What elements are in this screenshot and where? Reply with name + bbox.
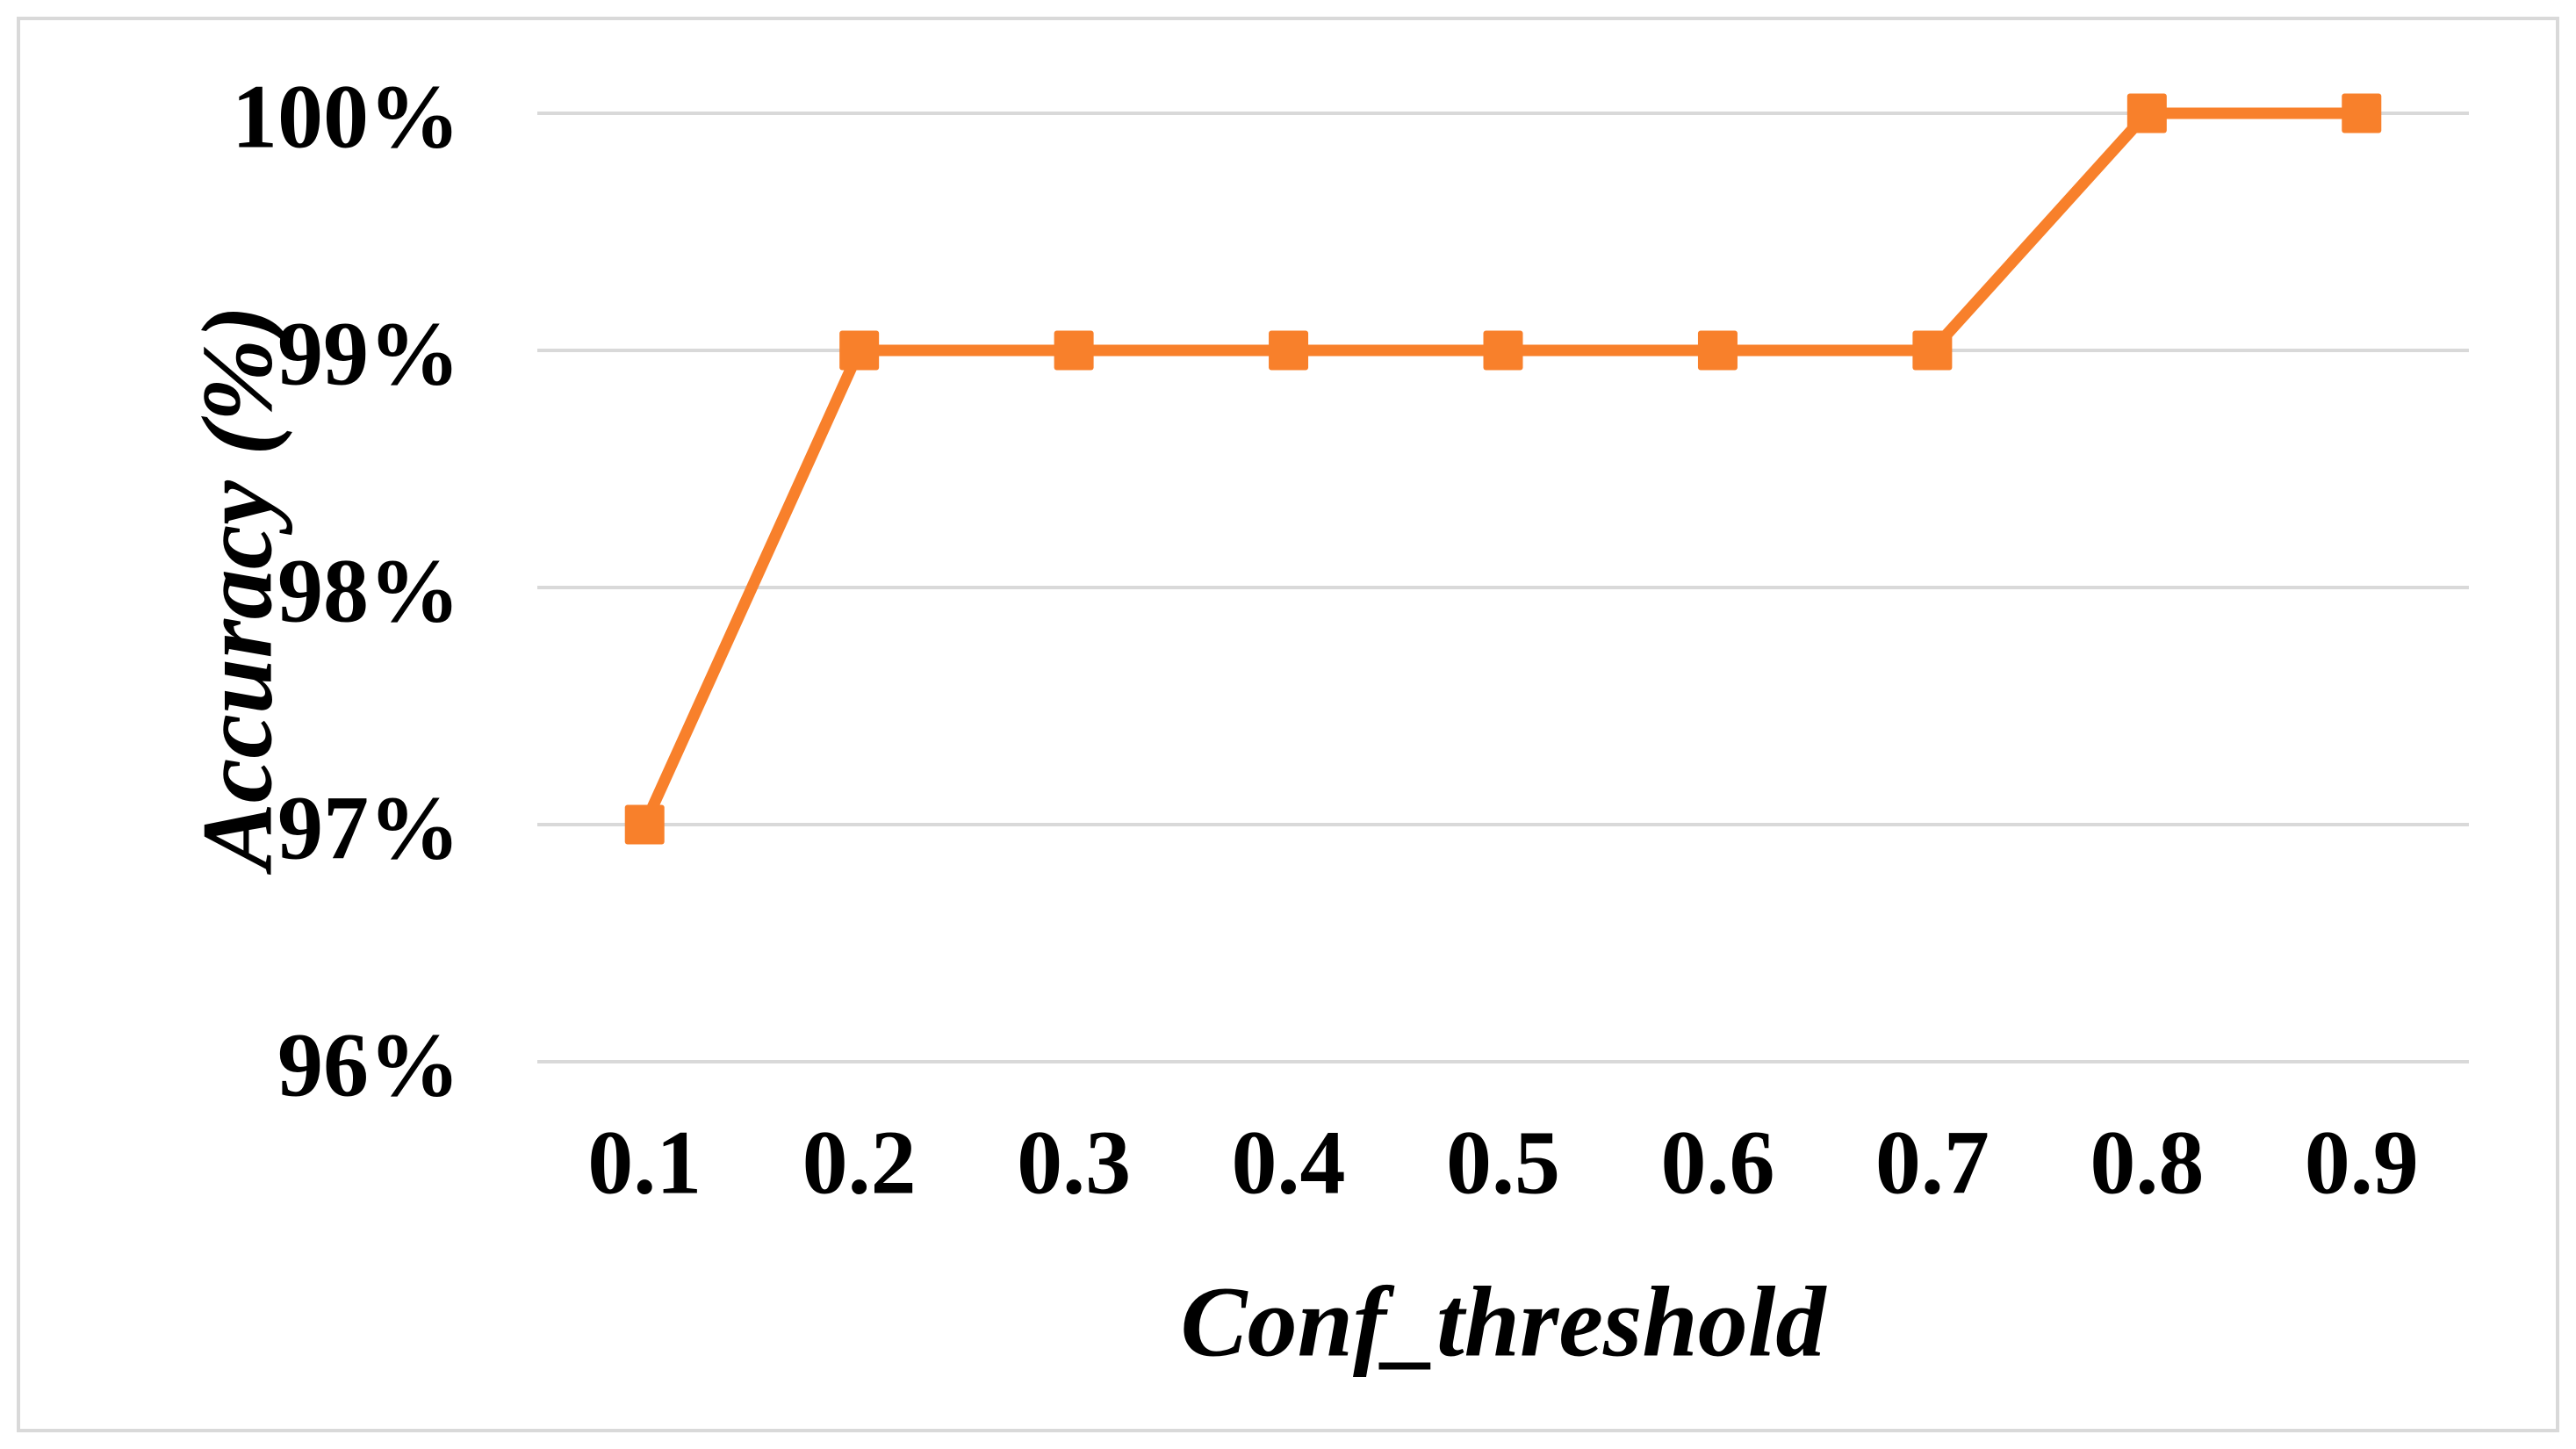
x-tick-label: 0.4 (1232, 1113, 1346, 1214)
data-point-marker (1054, 330, 1094, 371)
data-point-marker (1483, 330, 1523, 371)
data-point-marker (1912, 330, 1953, 371)
y-tick-label: 98% (277, 541, 460, 642)
x-axis-title: Conf_threshold (1181, 1266, 1828, 1378)
gridlines-group (537, 112, 2469, 1063)
x-tick-labels: 0.1 0.2 0.3 0.4 0.5 0.6 0.7 0.8 0.9 (587, 1113, 2419, 1214)
x-tick-label: 0.8 (2090, 1113, 2204, 1214)
data-point-marker (2126, 93, 2167, 133)
chart-frame-border (17, 17, 2559, 1432)
x-tick-label: 0.3 (1017, 1113, 1131, 1214)
y-tick-label: 100% (232, 67, 460, 168)
data-point-marker (839, 330, 880, 371)
y-tick-labels: 96% 97% 98% 99% 100% (232, 67, 460, 1116)
y-axis-title: Accuracy (%) (182, 306, 293, 876)
series-group (624, 93, 2382, 845)
data-point-marker (1697, 330, 1738, 371)
data-point-marker (1269, 330, 1309, 371)
y-tick-label: 96% (277, 1015, 460, 1116)
y-tick-label: 99% (277, 304, 460, 405)
x-tick-label: 0.2 (802, 1113, 917, 1214)
y-tick-label: 97% (277, 778, 460, 879)
data-point-marker (2342, 93, 2382, 133)
x-tick-label: 0.6 (1660, 1113, 1774, 1214)
x-tick-label: 0.1 (587, 1113, 702, 1214)
series-line (639, 107, 2362, 827)
data-point-marker (624, 804, 665, 845)
x-tick-label: 0.9 (2305, 1113, 2419, 1214)
x-tick-label: 0.5 (1446, 1113, 1560, 1214)
x-tick-label: 0.7 (1875, 1113, 1990, 1214)
